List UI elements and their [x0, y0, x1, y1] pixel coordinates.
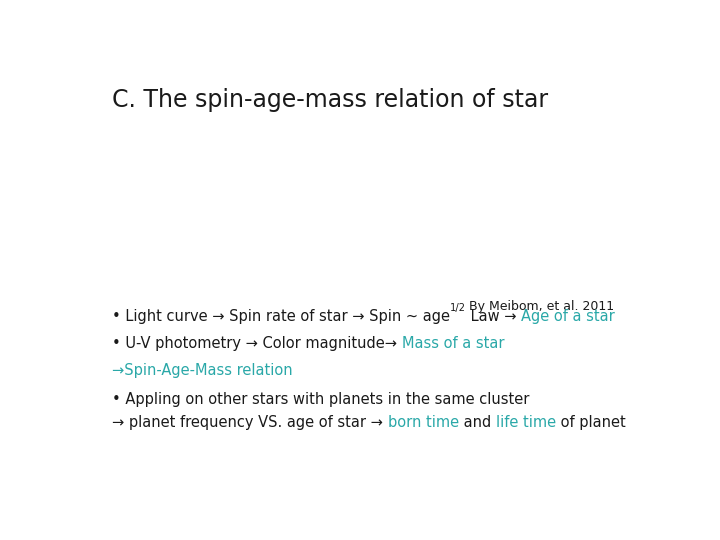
Text: life time: life time — [496, 415, 556, 429]
Text: Age of a star: Age of a star — [521, 308, 615, 323]
Text: of planet: of planet — [556, 415, 626, 429]
Text: By Meibom, et al. 2011: By Meibom, et al. 2011 — [469, 300, 615, 313]
Text: and: and — [459, 415, 496, 429]
Text: • Appling on other stars with planets in the same cluster: • Appling on other stars with planets in… — [112, 392, 530, 407]
Text: • U-V photometry → Color magnitude→: • U-V photometry → Color magnitude→ — [112, 335, 402, 350]
Text: 1/2: 1/2 — [450, 303, 467, 313]
Text: →Spin-Age-Mass relation: →Spin-Age-Mass relation — [112, 362, 293, 377]
Text: Mass of a star: Mass of a star — [402, 335, 505, 350]
Text: • Light curve → Spin rate of star → Spin ~ age: • Light curve → Spin rate of star → Spin… — [112, 308, 450, 323]
Text: Law →: Law → — [467, 308, 521, 323]
Text: born time: born time — [388, 415, 459, 429]
Text: → planet frequency VS. age of star →: → planet frequency VS. age of star → — [112, 415, 388, 429]
Text: C. The spin-age-mass relation of star: C. The spin-age-mass relation of star — [112, 87, 549, 112]
